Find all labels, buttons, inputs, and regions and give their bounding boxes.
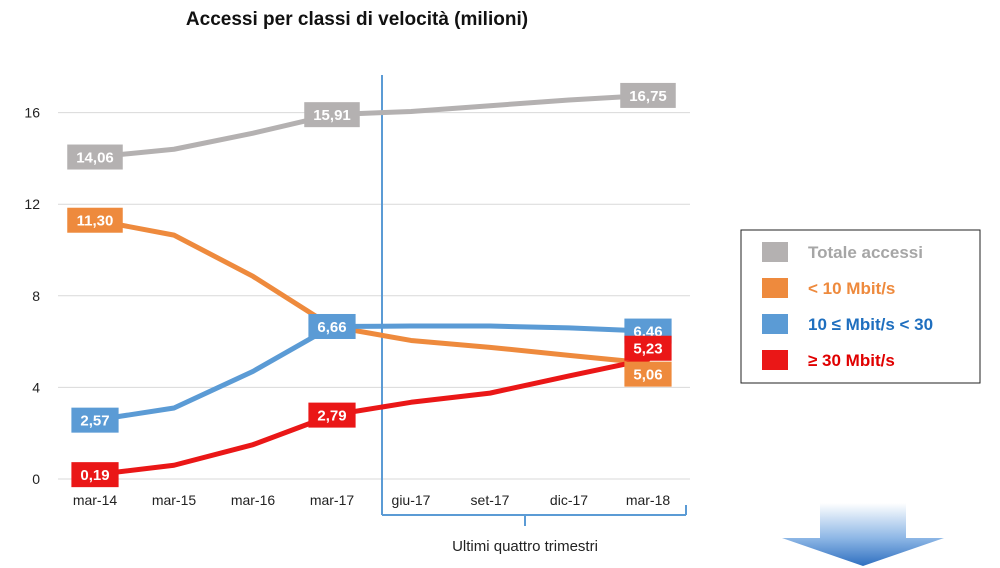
data-label-box (67, 144, 123, 170)
bracket-annotation: Ultimi quattro trimestri (452, 538, 598, 555)
data-label-text: 14,06 (76, 150, 114, 167)
legend-item: < 10 Mbit/s (762, 278, 895, 298)
data-label-box (308, 402, 356, 428)
legend-swatch (762, 242, 788, 262)
legend-swatch (762, 278, 788, 298)
data-label-text: 5,06 (633, 367, 662, 384)
y-axis: 0 4 8 12 16 (24, 105, 40, 487)
x-tick-label: mar-15 (152, 492, 197, 508)
chart-title: Accessi per classi di velocità (milioni) (186, 9, 528, 30)
x-tick-label: mar-17 (310, 492, 355, 508)
y-tick-label: 16 (24, 105, 40, 121)
data-label: 15,91 (304, 102, 360, 128)
data-label: 5,06 (624, 361, 672, 387)
x-tick-label: mar-16 (231, 492, 276, 508)
down-arrow-icon (782, 503, 944, 566)
x-tick-label: set-17 (471, 492, 510, 508)
data-label-text: 2,57 (80, 413, 109, 430)
data-label: 14,06 (67, 144, 123, 170)
data-label-text: 0,19 (80, 467, 109, 484)
legend-item: ≥ 30 Mbit/s (762, 350, 895, 370)
data-label-box (304, 102, 360, 128)
legend-item: Totale accessi (762, 242, 923, 262)
y-tick-label: 12 (24, 196, 40, 212)
data-label-text: 11,30 (77, 213, 114, 230)
data-label-box (71, 407, 119, 433)
period-divider: Ultimi quattro trimestri (381, 75, 687, 555)
legend-item: 10 ≤ Mbit/s < 30 (762, 314, 933, 334)
data-label-text: 2,79 (317, 408, 346, 425)
data-label-box (308, 313, 356, 339)
legend-label: ≥ 30 Mbit/s (808, 351, 895, 370)
data-label: 16,75 (620, 82, 676, 108)
data-label-box (624, 361, 672, 387)
data-label-text: 16,75 (629, 88, 667, 105)
data-label: 0,19 (71, 462, 119, 488)
data-label: 6,66 (308, 313, 356, 339)
x-tick-label: dic-17 (550, 492, 588, 508)
x-tick-label: mar-18 (626, 492, 671, 508)
legend-label: Totale accessi (808, 243, 923, 262)
series-lines (92, 92, 651, 478)
y-tick-label: 4 (32, 379, 40, 395)
series-line-0 (92, 92, 651, 160)
gridlines (58, 112, 690, 480)
x-axis: mar-14 mar-15 mar-16 mar-17 giu-17 set-17 dic-… (73, 492, 671, 508)
data-label-box (67, 207, 123, 233)
legend-label: < 10 Mbit/s (808, 279, 895, 298)
data-label: 2,79 (308, 402, 356, 428)
series-line-1 (92, 217, 651, 366)
data-label: 2,57 (71, 407, 119, 433)
data-label-text: 5,23 (633, 341, 662, 358)
data-label-box (624, 335, 672, 361)
series-line-2 (92, 323, 651, 423)
data-label-text: 15,91 (313, 107, 351, 124)
series-line-3 (92, 356, 651, 478)
y-tick-label: 0 (32, 471, 40, 487)
data-label: 5,23 (624, 335, 672, 361)
data-label-box (71, 462, 119, 488)
legend-swatch (762, 314, 788, 334)
legend: Totale accessi < 10 Mbit/s 10 ≤ Mbit/s < 3… (740, 229, 981, 384)
data-label-text: 6,66 (317, 319, 346, 336)
legend-label: 10 ≤ Mbit/s < 30 (808, 315, 933, 334)
y-tick-label: 8 (32, 288, 40, 304)
data-label: 11,30 (67, 207, 123, 233)
data-label-box (620, 82, 676, 108)
legend-swatch (762, 350, 788, 370)
x-tick-label: giu-17 (392, 492, 431, 508)
x-tick-label: mar-14 (73, 492, 118, 508)
